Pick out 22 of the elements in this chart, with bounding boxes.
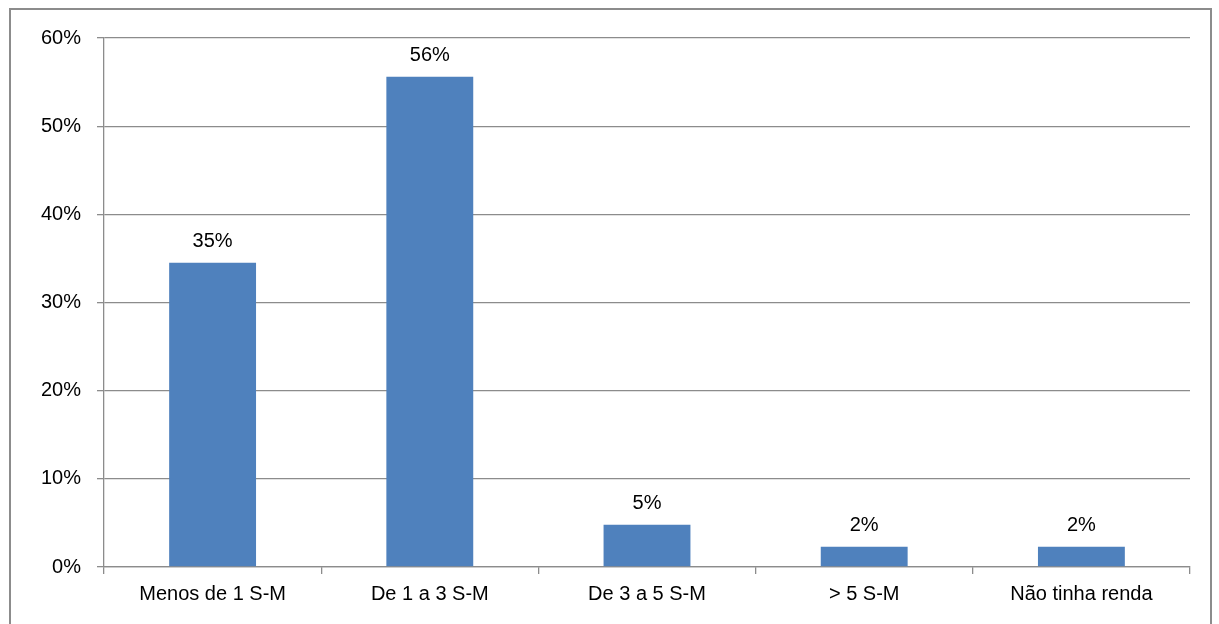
- y-tick-label: 60%: [40, 25, 82, 48]
- y-tick-label: 50%: [40, 113, 82, 136]
- bar: [1037, 546, 1125, 567]
- y-tick-label: 20%: [40, 378, 82, 401]
- x-tick-label: De 3 a 5 S-M: [588, 581, 706, 604]
- data-label: 2%: [1066, 512, 1097, 535]
- data-label: 35%: [192, 228, 233, 251]
- x-tick-label: > 5 S-M: [828, 581, 900, 604]
- y-tick-label: 40%: [40, 201, 82, 224]
- bar: [386, 76, 474, 567]
- bar: [820, 546, 908, 567]
- bar: [603, 524, 691, 567]
- bar: [169, 262, 257, 567]
- y-tick-label: 10%: [40, 466, 82, 489]
- x-tick-label: De 1 a 3 S-M: [370, 581, 489, 604]
- x-tick-label: Não tinha renda: [1010, 581, 1154, 604]
- data-label: 56%: [409, 42, 451, 65]
- data-label: 2%: [849, 512, 879, 535]
- x-tick-label: Menos de 1 S-M: [139, 581, 286, 604]
- y-tick-label: 30%: [40, 290, 82, 313]
- data-label: 5%: [632, 490, 662, 513]
- y-tick-label: 0%: [52, 554, 82, 577]
